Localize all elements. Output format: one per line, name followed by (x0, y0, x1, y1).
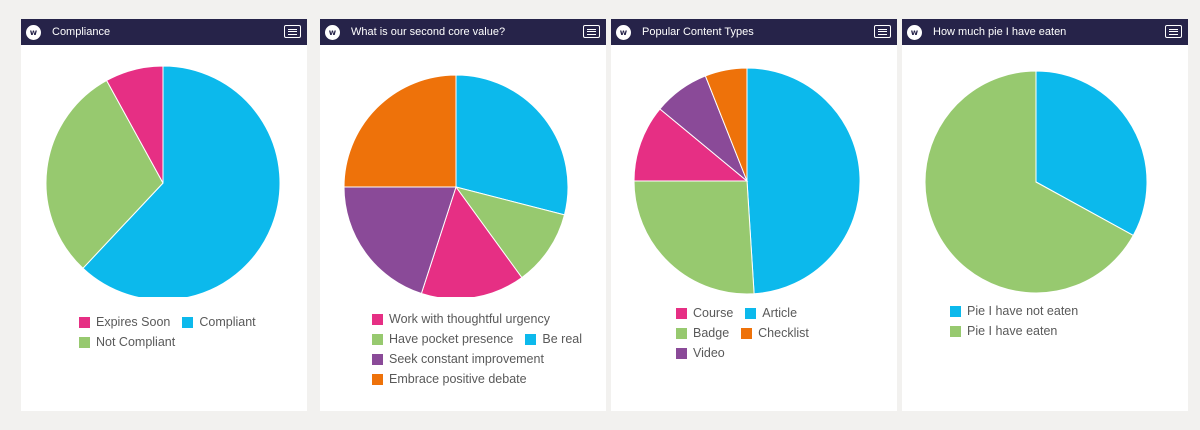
legend-row: Embrace positive debate (372, 369, 606, 389)
legend-label: Embrace positive debate (389, 372, 527, 386)
brand-logo-icon: w (616, 24, 631, 40)
pie-slice-work-with-thoughtful-urgency[interactable] (420, 185, 523, 297)
legend-item-expires-soon[interactable]: Expires Soon (79, 315, 170, 329)
legend-row: Work with thoughtful urgency (372, 309, 606, 329)
pie-slice-have-pocket-presence[interactable] (454, 186, 566, 279)
chart-widget-pie-eaten: w How much pie I have eaten Pie I have n… (902, 19, 1188, 411)
legend-swatch (676, 327, 687, 339)
legend-swatch (372, 373, 383, 385)
pie-slice-be-real[interactable] (455, 74, 569, 216)
legend-row: Seek constant improvement (372, 349, 606, 369)
pie-chart (633, 67, 861, 295)
legend-label: Not Compliant (96, 335, 176, 349)
legend-item-have-pocket-presence[interactable]: Have pocket presence (372, 332, 513, 346)
legend-row: Video (676, 343, 897, 363)
widget-header: w Compliance (21, 19, 307, 45)
legend-swatch (676, 347, 687, 359)
legend-item-checklist[interactable]: Checklist (741, 326, 809, 340)
legend-swatch (741, 327, 753, 339)
pie-slice-not-compliant[interactable] (45, 79, 164, 269)
chart-legend: Pie I have not eaten Pie I have eaten (902, 301, 1188, 341)
pie-chart (45, 65, 281, 297)
legend-swatch (182, 316, 194, 328)
brand-logo-icon: w (325, 24, 340, 40)
widget-title: How much pie I have eaten (933, 26, 1067, 38)
legend-label: Work with thoughtful urgency (389, 312, 550, 326)
legend-swatch (372, 353, 383, 365)
legend-swatch (950, 325, 961, 337)
legend-label: Course (693, 306, 734, 320)
chart-legend: Expires Soon Compliant Not Compliant (21, 312, 307, 352)
legend-label: Expires Soon (96, 315, 171, 329)
brand-logo-icon: w (907, 24, 922, 40)
legend-item-be-real[interactable]: Be real (525, 332, 582, 346)
legend-item-article[interactable]: Article (745, 306, 797, 320)
legend-swatch (372, 313, 383, 325)
legend-label: Badge (693, 326, 730, 340)
legend-swatch (950, 305, 961, 317)
widget-header: w What is our second core value? (320, 19, 606, 45)
pie-slice-embrace-positive-debate[interactable] (343, 74, 457, 188)
pie-chart (343, 74, 569, 297)
legend-swatch (372, 333, 383, 345)
pie-chart (924, 70, 1148, 294)
pie-slice-checklist[interactable] (704, 67, 748, 182)
legend-row: Badge Checklist (676, 323, 897, 343)
pie-slice-article[interactable] (746, 67, 861, 295)
legend-swatch (676, 307, 687, 319)
legend-label: Checklist (758, 326, 809, 340)
pie-slice-pie-i-have-not-eaten[interactable] (1035, 70, 1148, 237)
legend-row: Course Article (676, 303, 897, 323)
legend-row: Pie I have not eaten (950, 301, 1188, 321)
legend-label: Have pocket presence (389, 332, 514, 346)
chart-legend: Course Article Badge Checklist Video (611, 303, 897, 363)
pie-slice-compliant[interactable] (82, 65, 281, 297)
legend-label: Article (762, 306, 798, 320)
widget-header: w Popular Content Types (611, 19, 897, 45)
chart-legend: Work with thoughtful urgency Have pocket … (320, 309, 606, 389)
chart-widget-core-value: w What is our second core value? Work wi… (320, 19, 606, 411)
legend-label: Compliant (199, 315, 256, 329)
hamburger-menu-icon[interactable] (1165, 25, 1182, 38)
pie-slice-pie-i-have-eaten[interactable] (924, 70, 1134, 294)
hamburger-menu-icon[interactable] (583, 25, 600, 38)
legend-item-badge[interactable]: Badge (676, 326, 729, 340)
legend-item-seek-constant-improvement[interactable]: Seek constant improvement (372, 352, 544, 366)
chart-widget-content-types: w Popular Content Types Course Article Bad… (611, 19, 897, 411)
legend-label: Pie I have not eaten (967, 304, 1079, 318)
legend-swatch (79, 336, 90, 348)
legend-item-embrace-positive-debate[interactable]: Embrace positive debate (372, 372, 527, 386)
legend-item-not-compliant[interactable]: Not Compliant (79, 335, 175, 349)
pie-slice-badge[interactable] (633, 180, 755, 295)
legend-label: Seek constant improvement (389, 352, 544, 366)
widget-title: What is our second core value? (351, 26, 506, 38)
legend-row: Have pocket presence Be real (372, 329, 606, 349)
legend-row: Expires Soon Compliant (79, 312, 307, 332)
legend-item-compliant[interactable]: Compliant (182, 315, 256, 329)
hamburger-menu-icon[interactable] (284, 25, 301, 38)
legend-item-pie-i-have-eaten[interactable]: Pie I have eaten (950, 324, 1057, 338)
brand-logo-icon: w (26, 24, 41, 40)
legend-swatch (745, 307, 757, 319)
pie-slice-seek-constant-improvement[interactable] (343, 186, 457, 295)
legend-item-video[interactable]: Video (676, 346, 725, 360)
legend-row: Not Compliant (79, 332, 307, 352)
legend-item-work-with-thoughtful-urgency[interactable]: Work with thoughtful urgency (372, 312, 550, 326)
pie-slice-course[interactable] (633, 108, 749, 182)
legend-label: Be real (542, 332, 582, 346)
pie-slice-expires-soon[interactable] (105, 65, 164, 184)
widget-title: Popular Content Types (642, 26, 754, 38)
legend-item-pie-i-have-not-eaten[interactable]: Pie I have not eaten (950, 304, 1078, 318)
legend-label: Pie I have eaten (967, 324, 1058, 338)
widget-header: w How much pie I have eaten (902, 19, 1188, 45)
legend-swatch (79, 316, 90, 328)
chart-widget-compliance: w Compliance Expires Soon Compliant Not Co… (21, 19, 307, 411)
widget-title: Compliance (52, 26, 111, 38)
legend-swatch (525, 333, 537, 345)
legend-item-course[interactable]: Course (676, 306, 733, 320)
legend-row: Pie I have eaten (950, 321, 1188, 341)
hamburger-menu-icon[interactable] (874, 25, 891, 38)
legend-label: Video (693, 346, 725, 360)
